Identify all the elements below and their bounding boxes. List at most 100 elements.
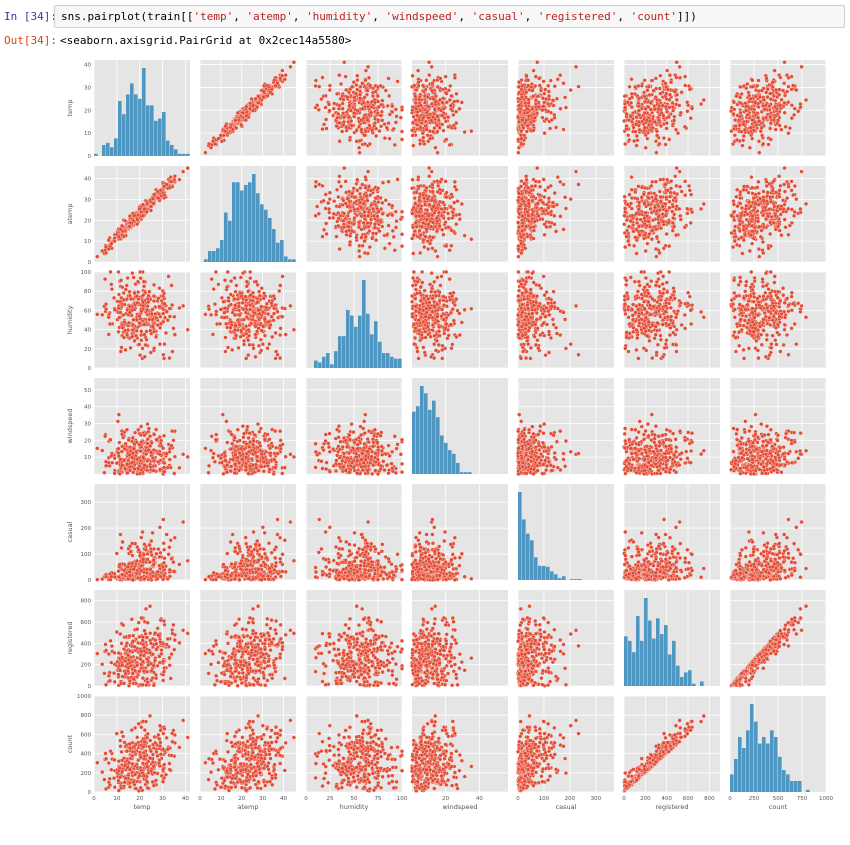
scatter-point: [786, 184, 791, 189]
scatter-point: [429, 224, 434, 229]
scatter-point: [660, 204, 665, 209]
scatter-point: [150, 324, 155, 329]
scatter-point: [323, 105, 328, 110]
scatter-point: [411, 205, 416, 210]
scatter-point: [530, 212, 535, 217]
scatter-point: [443, 119, 448, 124]
scatter-point: [428, 241, 433, 246]
scatter-point: [778, 103, 783, 108]
scatter-point: [316, 107, 321, 112]
scatter-point: [150, 307, 155, 312]
scatter-point: [673, 174, 678, 179]
scatter-point: [677, 184, 683, 189]
scatter-point: [376, 200, 381, 205]
scatter-point: [661, 136, 666, 141]
scatter-point: [756, 179, 761, 184]
scatter-point: [623, 141, 628, 147]
scatter-point: [359, 227, 364, 232]
scatter-point: [398, 115, 403, 120]
scatter-point: [248, 307, 253, 312]
scatter-point: [278, 76, 283, 81]
scatter-point: [757, 224, 762, 229]
scatter-point: [225, 345, 231, 350]
code-line[interactable]: sns.pairplot(train[['temp', 'atemp', 'hu…: [61, 10, 697, 23]
scatter-point: [398, 216, 403, 222]
scatter-point: [177, 177, 182, 182]
scatter-point: [156, 196, 161, 201]
scatter-point: [439, 213, 445, 218]
scatter-point: [331, 106, 336, 111]
scatter-point: [210, 332, 215, 337]
scatter-point: [628, 100, 634, 105]
scatter-point: [779, 127, 784, 132]
scatter-point: [347, 115, 352, 120]
scatter-point: [335, 115, 340, 120]
scatter-point: [792, 183, 797, 189]
scatter-point: [622, 194, 627, 199]
scatter-point: [362, 95, 367, 100]
scatter-point: [683, 179, 688, 184]
scatter-point: [137, 342, 142, 347]
scatter-point: [391, 126, 396, 131]
scatter-point: [435, 219, 440, 224]
scatter-point: [768, 97, 773, 102]
scatter-point: [737, 123, 742, 128]
code-editor[interactable]: sns.pairplot(train[['temp', 'atemp', 'hu…: [54, 5, 845, 28]
scatter-point: [653, 179, 658, 184]
scatter-point: [568, 88, 573, 93]
scatter-point: [663, 81, 668, 86]
scatter-point: [441, 209, 447, 215]
scatter-point: [177, 305, 182, 311]
scatter-point: [541, 177, 546, 182]
scatter-point: [384, 232, 389, 238]
scatter-point: [658, 226, 664, 231]
scatter-point: [540, 115, 545, 120]
scatter-point: [142, 354, 147, 359]
code-comma: ,: [524, 10, 538, 23]
panel-temp-vs-registered: [622, 60, 720, 157]
scatter-point: [519, 241, 524, 246]
scatter-point: [664, 231, 669, 237]
scatter-point: [548, 126, 553, 131]
scatter-point: [383, 88, 388, 93]
scatter-point: [376, 99, 381, 104]
scatter-point: [537, 83, 542, 88]
scatter-point: [742, 127, 747, 132]
scatter-point: [436, 183, 441, 188]
scatter-point: [549, 117, 554, 123]
scatter-point: [624, 111, 629, 117]
scatter-point: [223, 129, 228, 134]
scatter-point: [683, 74, 688, 79]
scatter-point: [157, 304, 162, 309]
scatter-point: [750, 136, 755, 141]
scatter-point: [109, 241, 114, 246]
scatter-point: [422, 100, 428, 105]
scatter-point: [123, 287, 128, 292]
scatter-point: [768, 231, 773, 237]
scatter-point: [391, 234, 396, 239]
scatter-point: [414, 224, 419, 229]
scatter-point: [677, 103, 682, 108]
scatter-point: [435, 254, 440, 259]
scatter-point: [756, 247, 761, 252]
scatter-point: [368, 193, 373, 198]
scatter-point: [440, 122, 445, 127]
scatter-point: [235, 297, 240, 302]
scatter-point: [537, 193, 542, 198]
scatter-point: [354, 139, 359, 144]
scatter-point: [657, 208, 662, 213]
scatter-point: [424, 110, 429, 115]
panel-atemp-vs-windspeed: [410, 166, 508, 263]
scatter-point: [260, 342, 265, 347]
hist-bar: [268, 218, 272, 262]
scatter-point: [664, 208, 669, 213]
scatter-point: [677, 75, 683, 80]
scatter-point: [421, 116, 426, 121]
scatter-point: [358, 96, 363, 101]
scatter-point: [278, 332, 283, 338]
scatter-point: [561, 182, 566, 187]
panel-atemp-vs-registered: [622, 166, 720, 263]
scatter-point: [324, 221, 329, 226]
scatter-point: [642, 185, 647, 190]
scatter-point: [228, 325, 233, 330]
